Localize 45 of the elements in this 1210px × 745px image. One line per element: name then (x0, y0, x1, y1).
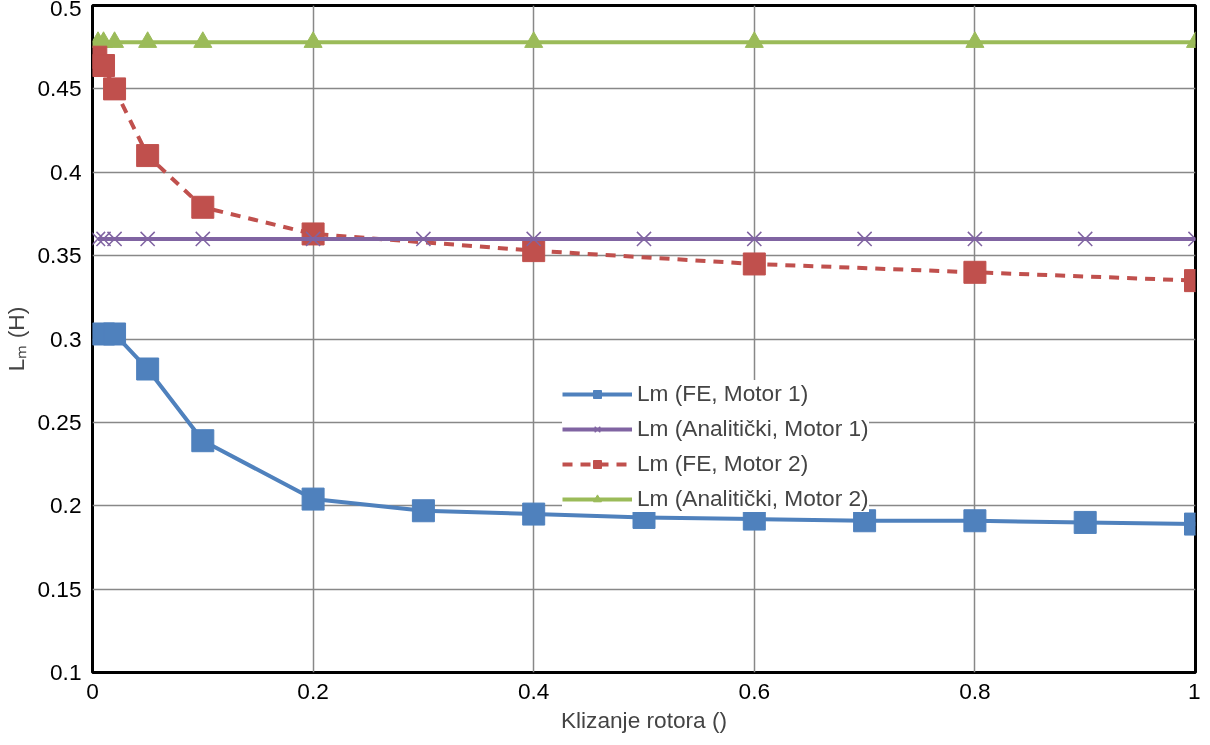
point (191, 429, 215, 453)
x-tick-label: 0 (86, 677, 99, 704)
x-tick-label: 1 (1187, 677, 1201, 704)
point (136, 144, 160, 168)
point (967, 231, 983, 247)
y-tick-label: 0.1 (50, 659, 82, 685)
y-tick-label: 0.35 (37, 242, 82, 269)
point (139, 231, 156, 247)
x-tick-label: 0.8 (959, 677, 991, 704)
point (853, 509, 877, 533)
point (742, 252, 766, 276)
y-tick-label: 0.3 (50, 325, 82, 352)
point (92, 54, 116, 78)
y-tick-label: 0.4 (50, 158, 82, 185)
y-tick-label: 0.15 (37, 575, 82, 602)
point (636, 231, 652, 247)
point (963, 509, 987, 533)
point (194, 231, 211, 247)
legend-label: Lm (FE, Motor 2) (637, 450, 809, 477)
point (415, 231, 432, 247)
point (746, 231, 763, 247)
y-tick-label: 0.2 (50, 492, 82, 519)
legend-label: Lm (Analitički, Motor 1) (637, 415, 869, 442)
point (103, 322, 127, 346)
x-tick-label: 0.4 (517, 677, 550, 704)
point (301, 487, 325, 511)
x-tick-label: 0.2 (297, 677, 329, 704)
y-tick-label: 0.5 (50, 0, 82, 21)
point (103, 77, 127, 101)
point (1077, 231, 1094, 247)
point (1073, 510, 1097, 534)
legend-label: Lm (FE, Motor 1) (637, 380, 809, 407)
x-tick-label: 0.6 (738, 677, 771, 704)
y-axis-title: Lₘ (H) (3, 306, 30, 372)
y-tick-label: 0.25 (37, 408, 82, 435)
point (963, 260, 987, 284)
point (136, 357, 160, 381)
x-axis-title: Klizanje rotora () (560, 706, 728, 733)
point (525, 231, 542, 247)
point (522, 502, 546, 526)
point (191, 195, 215, 219)
point (856, 231, 873, 247)
legend-label: Lm (Analitički, Motor 2) (637, 485, 869, 512)
y-tick-label: 0.45 (37, 75, 82, 102)
point (411, 499, 435, 523)
